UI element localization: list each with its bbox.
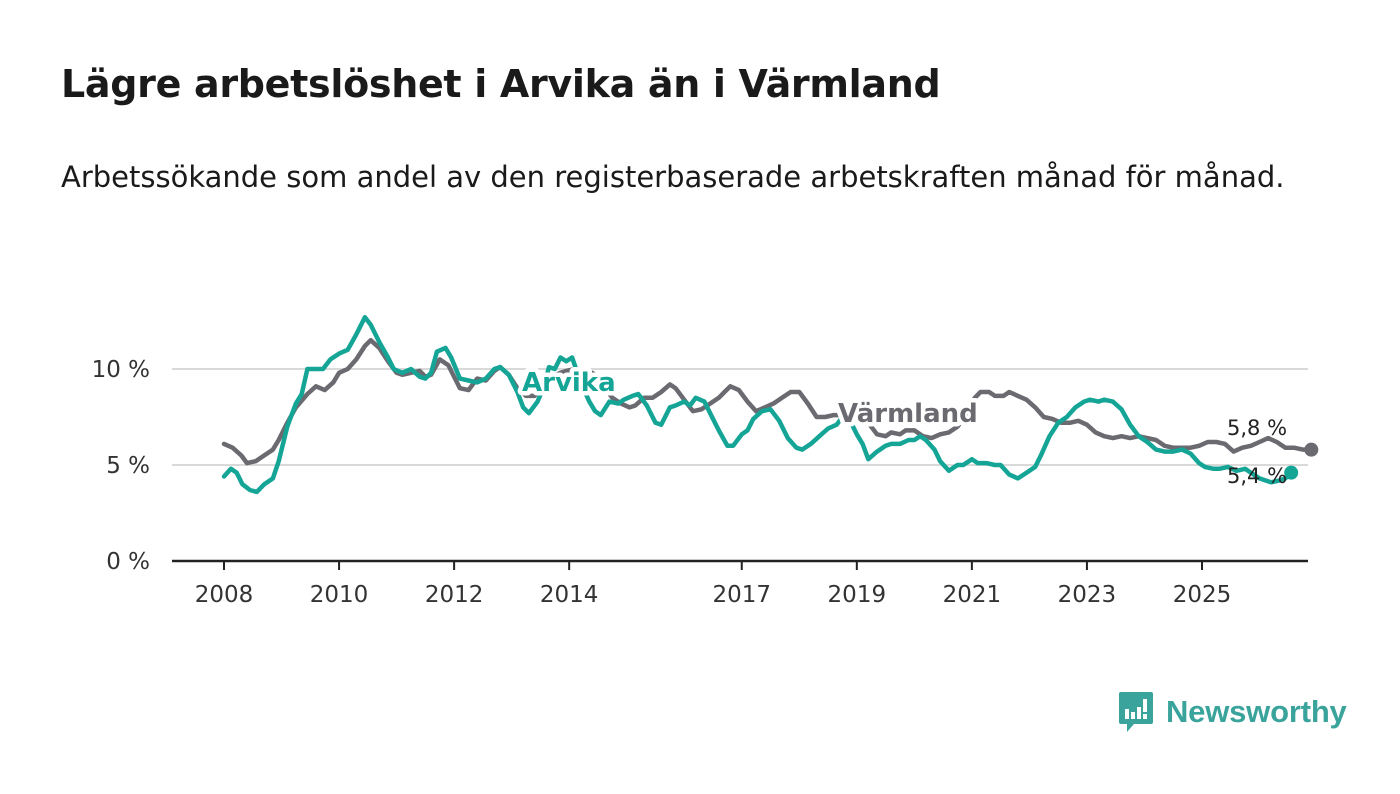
series-labels: Arvika Värmland 5,8 % 5,4 % [518,364,1288,489]
end-dot-vrmland [1304,442,1319,457]
brand-name: Newsworthy [1166,694,1347,729]
x-tick-label: 2008 [195,582,254,608]
bar-chart-speech-icon [1119,692,1153,732]
series-line-vrmland [221,337,1314,466]
x-tick-label: 2021 [943,582,1002,608]
series-lines [221,314,1319,495]
x-tick-label: 2017 [712,582,771,608]
series-line-arvika [221,314,1294,495]
newsworthy-logo: Newsworthy [1118,690,1347,734]
grid-lines [172,368,1308,466]
series-label-varmland: Värmland [838,399,978,429]
end-dot-arvika [1284,465,1299,480]
x-tick-label: 2025 [1173,582,1232,608]
chart-title: Lägre arbetslöshet i Arvika än i Värmlan… [61,62,941,106]
end-label-arvika: 5,4 % [1227,464,1287,488]
x-tick-label: 2010 [310,582,369,608]
x-tick-label: 2014 [540,582,599,608]
end-label-varmland: 5,8 % [1227,416,1287,440]
axes: 0 % 5 % 10 % 2008 2010 2012 2014 2017 2019 2021 20… [92,357,1308,608]
series-label-arvika: Arvika [522,368,616,398]
y-tick-label: 10 % [92,357,150,383]
chart-subtitle: Arbetssökande som andel av den registerb… [61,160,1285,194]
y-tick-label: 0 % [106,549,150,575]
x-tick-label: 2019 [828,582,887,608]
y-tick-label: 5 % [106,453,150,479]
x-tick-label: 2023 [1058,582,1117,608]
x-tick-label: 2012 [425,582,484,608]
